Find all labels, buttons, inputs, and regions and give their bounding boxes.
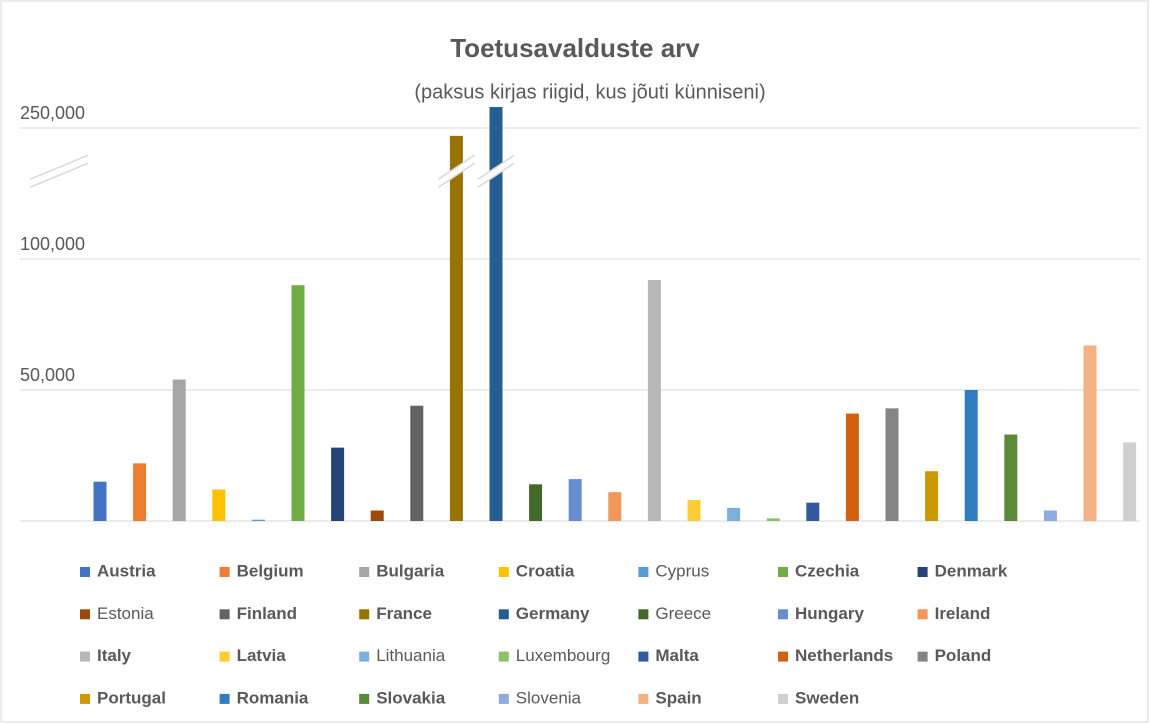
- axis-break: [438, 155, 475, 188]
- bar: [1004, 434, 1018, 521]
- legend-swatch: [498, 609, 509, 620]
- y-tick-label: 250,000: [20, 103, 85, 123]
- legend-label: Austria: [97, 561, 156, 580]
- chart-subtitle: (paksus kirjas riigid, kus jõuti künnise…: [414, 81, 765, 103]
- legend-swatch: [359, 609, 370, 620]
- legend-label: Luxembourg: [516, 646, 611, 665]
- chart-title: Toetusavalduste arv: [450, 33, 700, 63]
- legend-swatch: [219, 651, 230, 662]
- legend-swatch: [219, 693, 230, 704]
- legend-label: Sweden: [795, 688, 859, 707]
- bar: [212, 489, 226, 521]
- legend-label: Hungary: [795, 604, 865, 623]
- bar: [410, 405, 424, 521]
- legend-label: Finland: [237, 604, 297, 623]
- legend-label: Germany: [516, 604, 590, 623]
- legend-swatch: [359, 567, 370, 577]
- bar: [1123, 442, 1137, 521]
- bar: [93, 481, 107, 521]
- legend-label: Poland: [935, 646, 992, 665]
- legend-swatch: [498, 651, 509, 662]
- bar: [370, 510, 384, 521]
- axis-break-line: [477, 154, 515, 180]
- bar: [845, 413, 859, 521]
- legend-swatch: [80, 567, 90, 577]
- legend-swatch: [638, 693, 649, 704]
- legend-swatch: [80, 693, 90, 704]
- bar: [489, 107, 503, 521]
- legend-label: Croatia: [516, 561, 575, 580]
- legend-swatch: [80, 609, 90, 620]
- legend-label: Czechia: [795, 561, 860, 580]
- legend-swatch: [638, 651, 649, 662]
- legend-label: Cyprus: [655, 561, 709, 580]
- legend-swatch: [778, 609, 788, 620]
- legend-label: Latvia: [237, 646, 287, 665]
- legend-label: Bulgaria: [376, 561, 445, 580]
- legend-label: Denmark: [935, 561, 1008, 580]
- axis-break: [30, 155, 88, 188]
- bar: [647, 279, 661, 521]
- legend-swatch: [498, 567, 509, 577]
- legend-label: Spain: [655, 688, 701, 707]
- legend-label: Estonia: [97, 604, 154, 623]
- legend-swatch: [917, 567, 928, 577]
- legend-label: Ireland: [935, 604, 991, 623]
- legend-swatch: [359, 693, 370, 704]
- legend-swatch: [359, 651, 370, 662]
- bar: [608, 492, 622, 521]
- legend-swatch: [638, 567, 649, 577]
- bar: [1043, 510, 1057, 521]
- legend-swatch: [917, 651, 928, 662]
- legend-swatch: [498, 693, 509, 704]
- legend-swatch: [778, 693, 788, 704]
- bar: [291, 285, 305, 521]
- legend-label: Slovakia: [376, 688, 446, 707]
- bar: [172, 379, 186, 521]
- bar: [331, 447, 345, 521]
- y-tick-label: 50,000: [20, 365, 75, 385]
- axis-break-line: [437, 154, 475, 180]
- legend-label: Belgium: [237, 561, 304, 580]
- axis-break: [478, 155, 514, 188]
- legend-swatch: [778, 651, 788, 662]
- legend-swatch: [80, 651, 90, 662]
- legend-swatch: [917, 609, 928, 620]
- bar: [885, 408, 899, 521]
- bar: [568, 479, 582, 521]
- axis-break-line: [29, 154, 89, 180]
- legend-label: Italy: [97, 646, 132, 665]
- legend-label: Netherlands: [795, 646, 893, 665]
- bar: [964, 390, 978, 521]
- legend-swatch: [638, 609, 649, 620]
- bar: [687, 500, 701, 521]
- legend-label: France: [376, 604, 432, 623]
- bar: [133, 463, 147, 521]
- bar: [1083, 345, 1097, 521]
- legend-label: Romania: [237, 688, 309, 707]
- axis-break-line: [437, 162, 475, 188]
- legend-label: Malta: [655, 646, 699, 665]
- bar: [766, 518, 780, 521]
- bar: [925, 471, 939, 521]
- bar: [806, 502, 820, 521]
- bar: [251, 519, 265, 521]
- legend-label: Greece: [655, 604, 711, 623]
- y-tick-label: 100,000: [20, 234, 85, 254]
- bar: [727, 507, 741, 521]
- legend-swatch: [219, 567, 230, 577]
- legend-label: Lithuania: [376, 646, 446, 665]
- axis-break-line: [29, 162, 89, 188]
- legend-swatch: [778, 567, 788, 577]
- bar: [449, 135, 463, 522]
- legend-label: Portugal: [97, 688, 166, 707]
- legend-swatch: [219, 609, 230, 620]
- axis-break-line: [477, 162, 515, 188]
- legend-label: Slovenia: [516, 688, 582, 707]
- bar: [529, 484, 543, 521]
